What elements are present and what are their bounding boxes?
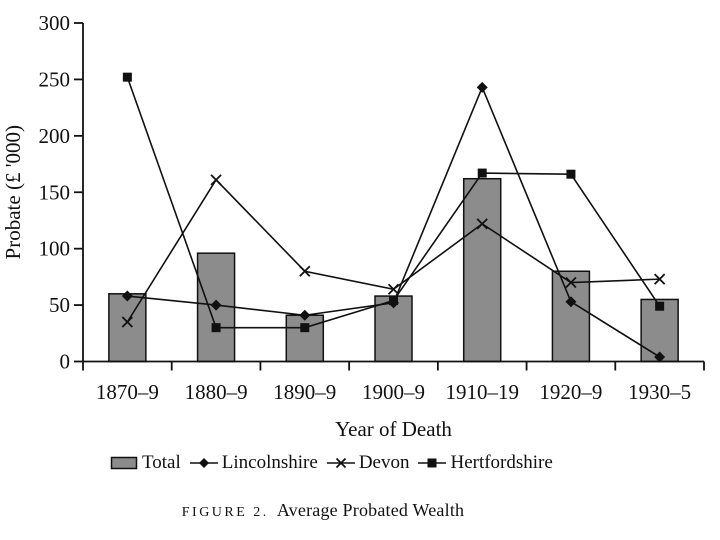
legend-label-lincolnshire: Lincolnshire	[221, 452, 318, 473]
x-tick-label: 1930–5	[628, 380, 691, 404]
x-axis-title: Year of Death	[335, 417, 452, 441]
diamond-marker-icon	[565, 296, 577, 308]
caption-label: FIGURE 2.	[181, 505, 269, 520]
diamond-marker-icon	[654, 351, 666, 363]
bar-total	[462, 177, 502, 363]
square-marker-icon	[122, 72, 132, 82]
square-marker-icon	[211, 323, 221, 333]
chart-legend: Total Lincolnshire Devon Hertfordshire	[110, 452, 553, 474]
x-marker-icon	[121, 316, 133, 328]
diamond-marker-icon	[189, 458, 218, 468]
x-tick-label: 1910–19	[445, 380, 519, 404]
x-tick-label: 1880–9	[185, 380, 248, 404]
legend-item-devon: Devon	[326, 452, 410, 474]
x-marker-icon	[299, 265, 311, 277]
y-tick-label: 100	[39, 237, 71, 261]
y-tick-label: 50	[49, 293, 70, 317]
bar-total	[551, 270, 591, 363]
y-tick-label: 300	[39, 11, 71, 35]
square-marker-icon	[418, 458, 447, 468]
x-marker-icon	[654, 273, 666, 285]
x-tick-label: 1900–9	[362, 380, 425, 404]
diamond-marker-icon	[299, 309, 311, 321]
x-marker-icon	[476, 218, 488, 230]
square-marker-icon	[477, 168, 487, 178]
x-marker-icon	[210, 174, 222, 186]
x-tick-label: 1890–9	[273, 380, 336, 404]
square-marker-icon	[566, 169, 576, 179]
y-tick-label: 150	[39, 180, 71, 204]
caption-title: Average Probated Wealth	[276, 500, 465, 520]
probate-wealth-chart: 0 50 100 150 200 250 300 1870–9 1880–9 1890–9 1900…	[1, 11, 705, 441]
diamond-marker-icon	[121, 290, 133, 302]
legend-item-hertfordshire: Hertfordshire	[418, 452, 553, 474]
legend-label-devon: Devon	[358, 452, 410, 473]
x-marker-icon	[565, 276, 577, 289]
total-bar-swatch-icon	[110, 456, 138, 470]
x-tick-label: 1920–9	[539, 380, 602, 404]
square-marker-icon	[300, 323, 310, 333]
x-tick-label: 1870–9	[96, 380, 159, 404]
legend-label-hertfordshire: Hertfordshire	[450, 452, 553, 473]
y-tick-label: 250	[39, 67, 71, 91]
y-tick-label: 0	[60, 350, 71, 374]
diamond-marker-icon	[476, 81, 488, 93]
legend-label-total: Total	[142, 452, 181, 473]
x-marker-icon	[326, 457, 355, 469]
bar-total	[285, 314, 325, 363]
square-marker-icon	[655, 301, 665, 311]
diamond-marker-icon	[210, 299, 222, 311]
legend-item-total: Total	[110, 452, 181, 474]
bar-total	[108, 293, 147, 363]
x-marker-icon	[387, 283, 400, 295]
legend-item-lincolnshire: Lincolnshire	[189, 452, 318, 474]
square-marker-icon	[389, 296, 398, 306]
y-axis-title: Probate (£ '000)	[1, 125, 25, 259]
y-tick-label: 200	[39, 124, 71, 148]
figure-caption: FIGURE 2. Average Probated Wealth	[0, 500, 646, 521]
